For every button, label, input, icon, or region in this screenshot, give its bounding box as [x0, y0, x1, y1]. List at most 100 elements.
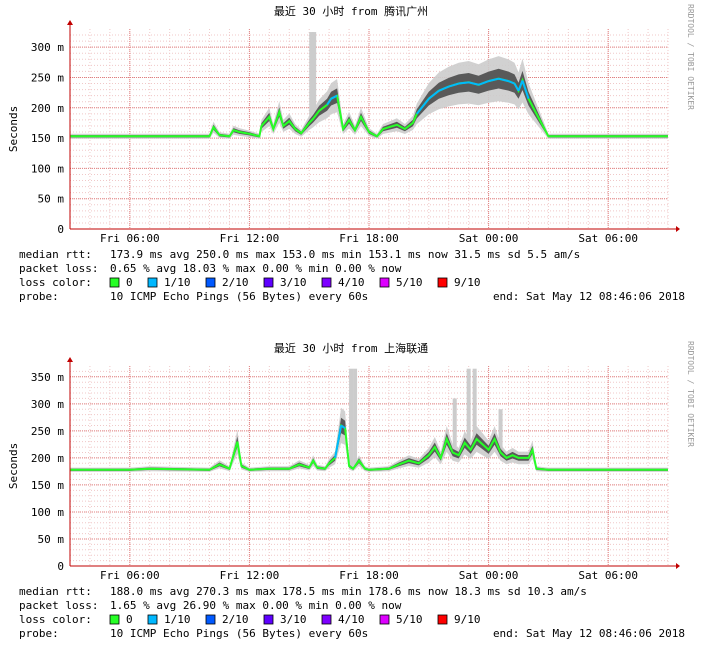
loss-color-item: 0 — [126, 613, 133, 626]
median-loss-segment — [521, 80, 530, 100]
loss-color-swatch — [379, 277, 390, 288]
y-axis-arrow — [67, 357, 73, 362]
loss-color-swatch — [321, 277, 332, 288]
y-tick-label: 50 m — [38, 533, 65, 546]
probe-text: 10 ICMP Echo Pings (56 Bytes) every 60s — [110, 290, 368, 303]
smoke-spike — [312, 32, 317, 118]
median-loss-segment — [448, 82, 459, 88]
median-loss-segment — [513, 83, 520, 92]
probe-text: 10 ICMP Echo Pings (56 Bytes) every 60s — [110, 627, 368, 640]
median-loss-segment — [330, 94, 338, 100]
loss-color-swatch — [147, 277, 158, 288]
loss-color-swatch — [205, 277, 216, 288]
packet-loss-stats: 1.65 % avg 26.90 % max 0.00 % min 0.00 %… — [110, 599, 402, 612]
median-loss-segment — [478, 80, 489, 86]
y-tick-label: 100 m — [31, 162, 64, 175]
loss-color-item: 1/10 — [164, 613, 191, 626]
loss-color-swatch — [437, 277, 448, 288]
end-time-text: end: Sat May 12 08:46:06 2018 — [493, 627, 685, 640]
loss-color-swatch — [321, 614, 332, 625]
x-tick-label: Fri 18:00 — [339, 232, 399, 245]
median-loss-segment — [416, 98, 430, 115]
loss-color-label: loss color: — [19, 276, 92, 289]
loss-color-item: 9/10 — [454, 276, 481, 289]
median-rtt-label: median rtt: — [19, 585, 92, 598]
median-rtt-line — [70, 423, 668, 471]
y-tick-label: 350 m — [31, 371, 64, 384]
median-loss-segment — [340, 424, 346, 429]
smoke-spike — [349, 368, 354, 468]
smoke-band-outer — [70, 56, 668, 139]
rrdtool-credit: RRDTOOL / TOBI OETIKER — [686, 341, 695, 447]
loss-color-swatch — [437, 614, 448, 625]
loss-color-swatch — [263, 614, 274, 625]
loss-color-swatch — [109, 614, 120, 625]
probe-label: probe: — [19, 627, 59, 640]
loss-color-swatch — [379, 614, 390, 625]
smoke-spike — [353, 368, 358, 466]
y-tick-label: 0 — [57, 560, 64, 573]
y-tick-label: 300 m — [31, 41, 64, 54]
median-loss-segment — [517, 80, 524, 92]
packet-loss-label: packet loss: — [19, 262, 98, 275]
x-tick-label: Fri 12:00 — [220, 232, 280, 245]
smoke-spike — [472, 368, 477, 443]
loss-color-item: 4/10 — [338, 613, 365, 626]
smoke-spike — [498, 409, 503, 453]
chart-title: 最近 30 小时 from 腾讯广州 — [274, 4, 428, 18]
y-tick-label: 50 m — [38, 193, 65, 206]
median-loss-segment — [438, 85, 450, 92]
y-tick-label: 100 m — [31, 506, 64, 519]
smoke-spike — [309, 32, 314, 121]
median-rtt-label: median rtt: — [19, 248, 92, 261]
loss-color-item: 2/10 — [222, 276, 249, 289]
x-tick-label: Sat 06:00 — [578, 569, 638, 582]
x-axis-arrow — [676, 226, 680, 232]
y-tick-label: 300 m — [31, 398, 64, 411]
loss-color-item: 1/10 — [164, 276, 191, 289]
y-tick-label: 0 — [57, 223, 64, 236]
chart-title: 最近 30 小时 from 上海联通 — [274, 341, 428, 355]
x-tick-label: Fri 06:00 — [100, 569, 160, 582]
x-tick-label: Sat 00:00 — [459, 232, 519, 245]
x-tick-label: Sat 06:00 — [578, 232, 638, 245]
loss-color-swatch — [109, 277, 120, 288]
median-loss-segment — [498, 77, 509, 83]
smoke-band-inner — [70, 68, 668, 138]
median-loss-segment — [468, 81, 479, 86]
x-axis-arrow — [676, 563, 680, 569]
rrdtool-credit: RRDTOOL / TOBI OETIKER — [686, 4, 695, 110]
chart-panel-guangzhou: 最近 30 小时 from 腾讯广州 RRDTOOL / TOBI OETIKER… — [0, 0, 702, 310]
x-tick-label: Fri 18:00 — [339, 569, 399, 582]
loss-color-item: 5/10 — [396, 613, 423, 626]
chart-panel-shanghai: 最近 30 小时 from 上海联通 RRDTOOL / TOBI OETIKER… — [0, 337, 702, 647]
median-rtt-stats: 173.9 ms avg 250.0 ms max 153.0 ms min 1… — [110, 248, 580, 261]
packet-loss-stats: 0.65 % avg 18.03 % max 0.00 % min 0.00 %… — [110, 262, 402, 275]
smoke-spike — [452, 398, 457, 454]
loss-color-item: 9/10 — [454, 613, 481, 626]
loss-color-item: 4/10 — [338, 276, 365, 289]
x-tick-label: Fri 12:00 — [220, 569, 280, 582]
median-loss-segment — [428, 90, 440, 100]
end-time-text: end: Sat May 12 08:46:06 2018 — [493, 290, 685, 303]
probe-label: probe: — [19, 290, 59, 303]
median-loss-segment — [334, 425, 343, 459]
y-tick-label: 150 m — [31, 479, 64, 492]
loss-color-swatch — [263, 277, 274, 288]
loss-color-label: loss color: — [19, 613, 92, 626]
median-loss-segment — [508, 80, 515, 85]
loss-color-swatch — [205, 614, 216, 625]
median-rtt-stats: 188.0 ms avg 270.3 ms max 178.5 ms min 1… — [110, 585, 587, 598]
y-tick-label: 200 m — [31, 102, 64, 115]
x-tick-label: Sat 00:00 — [459, 569, 519, 582]
packet-loss-label: packet loss: — [19, 599, 98, 612]
median-loss-segment — [458, 81, 469, 85]
loss-color-item: 3/10 — [280, 276, 307, 289]
loss-color-item: 0 — [126, 276, 133, 289]
y-axis-label: Seconds — [7, 106, 20, 152]
median-loss-segment — [488, 77, 499, 83]
y-tick-label: 250 m — [31, 71, 64, 84]
median-loss-segment — [326, 98, 332, 106]
loss-color-item: 5/10 — [396, 276, 423, 289]
smoke-spike — [466, 368, 471, 448]
